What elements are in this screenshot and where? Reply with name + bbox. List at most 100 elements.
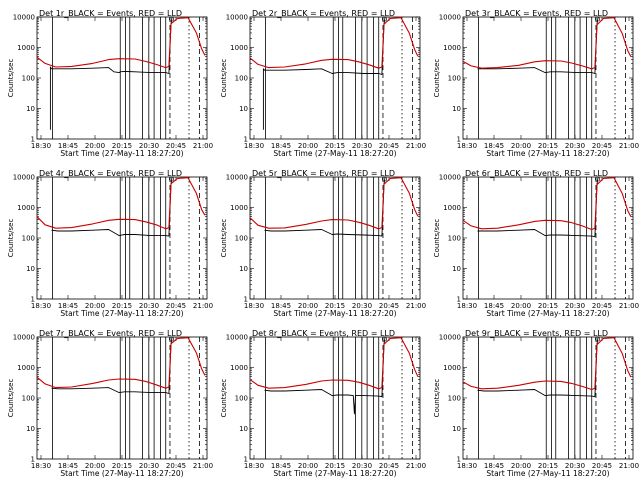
panel-title: Det 1r_BLACK = Events, RED = LLD [39,9,182,18]
x-tick-label: 18:45 [484,142,504,150]
panel-det-9: Det 9r_BLACK = Events, RED = LLD 1 10 100 10… [433,329,639,478]
y-tick-label: 10000 [439,14,461,22]
panel-title: Det 7r_BLACK = Events, RED = LLD [39,329,182,338]
y-tick-label: 1 [31,456,35,464]
panel-det-2: Det 2r_BLACK = Events, RED = LLD 1 10 100 10… [220,9,426,158]
y-tick-label: 100 [22,235,35,243]
series-black-events [264,336,386,415]
series-black-events [477,336,599,398]
panel-det-5: Det 5r_BLACK = Events, RED = LLD 1 10 100 10… [220,169,426,318]
x-tick-label: 20:00 [85,462,105,470]
x-tick-label: 18:45 [58,462,78,470]
y-tick-label: 1 [244,136,248,144]
peak-marker [595,176,601,182]
x-tick-label: 18:30 [244,302,264,310]
panel-title: Det 9r_BLACK = Events, RED = LLD [465,329,608,338]
y-tick-label: 10 [26,265,35,273]
y-tick-label: 1 [244,456,248,464]
y-tick-label: 10000 [439,334,461,342]
y-tick-label: 10000 [13,14,35,22]
x-tick-label: 20:45 [592,462,612,470]
x-tick-label: 20:45 [592,302,612,310]
x-tick-label: 20:45 [166,462,186,470]
y-tick-label: 100 [235,235,248,243]
x-tick-label: 20:15 [325,462,345,470]
x-tick-label: 18:30 [457,462,477,470]
x-tick-label: 21:00 [406,142,426,150]
y-tick-label: 1 [457,296,461,304]
peak-marker [169,16,175,22]
series-black-events [51,336,173,394]
series-black-events [264,176,386,237]
x-tick-label: 20:15 [325,302,345,310]
series-red-lld [249,17,419,69]
y-axis-label: Counts/sec [7,59,15,98]
y-tick-label: 10000 [226,174,248,182]
series-red-lld [462,17,632,70]
x-tick-label: 21:00 [619,302,639,310]
x-tick-label: 20:45 [379,462,399,470]
panel-det-3: Det 3r_BLACK = Events, RED = LLD 1 10 100 10… [433,9,639,158]
plot-frame [462,336,634,460]
x-tick-label: 21:00 [193,302,213,310]
x-tick-label: 20:30 [565,302,585,310]
y-tick-label: 10000 [226,334,248,342]
series-red-lld [462,177,632,231]
plot-frame [36,16,208,140]
plot-frame [36,336,208,460]
x-tick-label: 18:30 [244,462,264,470]
x-tick-label: 20:00 [298,142,318,150]
series-black-events [477,16,599,74]
y-tick-label: 10 [239,265,248,273]
x-axis-label: Start Time (27-May-11 18:27:20) [60,309,183,318]
y-tick-label: 1 [31,296,35,304]
plot-frame [249,336,421,460]
x-axis-label: Start Time (27-May-11 18:27:20) [273,149,396,158]
x-tick-label: 20:15 [112,302,132,310]
y-axis-label: Counts/sec [433,59,441,98]
series-red-lld [249,337,419,390]
panel-title: Det 4r_BLACK = Events, RED = LLD [39,169,182,178]
panel-det-1: Det 1r_BLACK = Events, RED = LLD 1 10 100 10… [7,9,213,158]
peak-marker [382,336,388,342]
y-tick-label: 1 [457,136,461,144]
y-tick-label: 1000 [230,44,248,52]
x-axis-label: Start Time (27-May-11 18:27:20) [60,149,183,158]
y-tick-label: 100 [22,395,35,403]
x-tick-label: 20:45 [379,142,399,150]
x-tick-label: 21:00 [619,462,639,470]
y-axis-label: Counts/sec [7,219,15,258]
x-tick-label: 21:00 [193,142,213,150]
x-tick-label: 18:30 [457,142,477,150]
panel-det-6: Det 6r_BLACK = Events, RED = LLD 1 10 100 10… [433,169,639,318]
panel-title: Det 8r_BLACK = Events, RED = LLD [252,329,395,338]
plot-frame [36,176,208,300]
x-axis-label: Start Time (27-May-11 18:27:20) [273,309,396,318]
y-tick-label: 1000 [17,44,35,52]
peak-marker [382,16,388,22]
x-tick-label: 20:45 [592,142,612,150]
x-tick-label: 20:00 [298,302,318,310]
peak-marker [382,176,388,182]
y-axis-label: Counts/sec [220,219,228,258]
panel-det-8: Det 8r_BLACK = Events, RED = LLD 1 10 100 10… [220,329,426,478]
panel-det-4: Det 4r_BLACK = Events, RED = LLD 1 10 100 10… [7,169,213,318]
x-tick-label: 20:30 [139,462,159,470]
series-red-lld [36,337,206,389]
y-tick-label: 1 [457,456,461,464]
x-tick-label: 21:00 [619,142,639,150]
y-axis-label: Counts/sec [433,219,441,258]
x-tick-label: 20:30 [139,142,159,150]
series-black-events [477,176,599,238]
y-tick-label: 1000 [443,44,461,52]
y-tick-label: 1000 [230,364,248,372]
x-tick-label: 20:30 [352,142,372,150]
x-tick-label: 20:15 [538,302,558,310]
x-tick-label: 20:00 [85,142,105,150]
series-red-lld [36,177,206,230]
x-tick-label: 18:45 [271,302,291,310]
x-axis-label: Start Time (27-May-11 18:27:20) [60,469,183,478]
x-tick-label: 20:30 [565,462,585,470]
x-tick-label: 20:30 [352,302,372,310]
x-tick-label: 18:30 [31,462,51,470]
